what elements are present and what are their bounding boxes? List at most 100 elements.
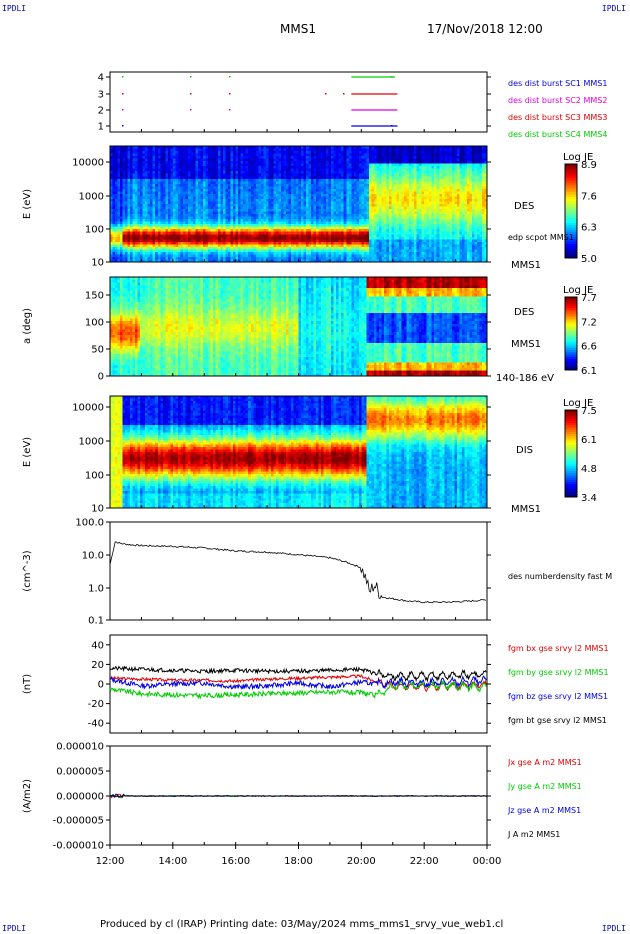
burst-legend-entry: des dist burst SC1 MMS1 — [508, 79, 607, 88]
des-pitch-spectrogram-cells — [110, 277, 488, 377]
dis-energy-colorbar-frame — [564, 409, 578, 498]
bfield-series-line — [109, 675, 487, 691]
des-pitch-tick-label: 50 — [91, 345, 104, 356]
density-tick-label: 100.0 — [75, 518, 104, 529]
burst-panel-tick-label: 4 — [98, 73, 104, 84]
des-pitch-energy-label: 140-186 eV — [496, 373, 554, 384]
burst-dot — [325, 93, 327, 95]
des-energy-colorbar — [565, 164, 577, 259]
bfield-legend-entry: fgm bx gse srvy l2 MMS1 — [508, 644, 609, 653]
time-axis-tick-label: 14:00 — [158, 856, 187, 867]
bfield-legend-entry: fgm by gse srvy l2 MMS1 — [508, 668, 609, 677]
density-tick-label: 10.0 — [82, 551, 104, 562]
des-pitch-tick-label: 100 — [85, 318, 104, 329]
burst-dot — [190, 93, 192, 95]
des-energy-colorbar-frame — [564, 163, 578, 259]
burst-dot — [122, 109, 124, 111]
corner-label-top-left: IPDLI — [2, 4, 27, 13]
burst-dot — [391, 125, 393, 127]
des-energy-colorbar-title: Log JE — [563, 152, 593, 163]
dis-energy-tick-label: 10 — [91, 504, 104, 515]
dis-energy-ylabel: E (eV) — [22, 437, 33, 467]
current-series-line — [109, 793, 487, 798]
des-pitch-tick-label: 150 — [85, 291, 104, 302]
burst-dot — [391, 76, 393, 78]
burst-panel-tick-label: 2 — [98, 106, 104, 117]
dis-energy-colorbar-tick-label: 3.4 — [581, 493, 597, 504]
burst-dot — [229, 93, 231, 95]
current-tick-label: -0.000010 — [53, 841, 104, 852]
time-axis-tick-label: 20:00 — [347, 856, 376, 867]
density-legend-entry: des numberdensity fast M — [508, 572, 612, 581]
footer-text: Produced by cl (IRAP) Printing date: 03/… — [100, 919, 504, 930]
scpot-label: edp scpot MMS1 — [508, 233, 574, 242]
burst-dot — [122, 93, 124, 95]
time-axis-tick-label: 00:00 — [473, 856, 502, 867]
dis-energy-colorbar-tick-label: 7.5 — [581, 406, 597, 417]
current-tick-label: -0.000005 — [53, 816, 104, 827]
time-axis-tick-label: 16:00 — [221, 856, 250, 867]
des-pitch-colorbar-tick-label: 7.2 — [581, 317, 597, 328]
dis-energy-tick-label: 100 — [85, 471, 104, 482]
dis-energy-colorbar-tick-label: 4.8 — [581, 464, 597, 475]
des-energy-tick-label: 1000 — [79, 192, 104, 203]
burst-dot — [122, 125, 124, 127]
density-series-line — [109, 541, 487, 604]
bfield-series-line — [109, 680, 487, 700]
dis-energy-colorbar — [565, 410, 577, 498]
des-pitch-colorbar-tick-label: 7.7 — [581, 293, 597, 304]
des-energy-spectrogram-cells — [110, 146, 488, 263]
density-frame — [109, 521, 488, 621]
des-energy-spacecraft-label: MMS1 — [511, 260, 541, 271]
burst-dot — [190, 109, 192, 111]
density-tick-label: 1.0 — [88, 584, 104, 595]
dis-energy-spacecraft-label: MMS1 — [511, 504, 541, 515]
bfield-ylabel: (nT) — [22, 674, 33, 694]
time-axis-tick-label: 18:00 — [284, 856, 313, 867]
des-pitch-colorbar-frame — [564, 296, 578, 371]
current-legend-entry: Jz gse A m2 MMS1 — [507, 806, 581, 815]
burst-panel-tick-label: 1 — [98, 122, 104, 133]
burst-panel-tick-label: 3 — [98, 90, 104, 101]
des-pitch-ylabel: a (deg) — [22, 308, 33, 344]
time-axis-tick-label: 22:00 — [410, 856, 439, 867]
time-axis-tick-label: 12:00 — [96, 856, 125, 867]
burst-dot — [122, 76, 124, 78]
des-energy-tick-label: 100 — [85, 225, 104, 236]
current-legend-entry: J A m2 MMS1 — [507, 830, 560, 839]
des-energy-colorbar-tick-label: 7.6 — [581, 191, 597, 202]
des-energy-colorbar-tick-label: 6.3 — [581, 223, 597, 234]
des-pitch-colorbar-tick-label: 6.1 — [581, 366, 597, 377]
burst-legend-entry: des dist burst SC3 MMS3 — [508, 113, 607, 122]
dis-energy-tick-label: 1000 — [79, 437, 104, 448]
burst-dot — [190, 76, 192, 78]
bfield-tick-label: -20 — [88, 699, 104, 710]
des-pitch-tick-label: 0 — [98, 372, 104, 383]
des-energy-ylabel: E (eV) — [22, 189, 33, 219]
des-energy-colorbar-tick-label: 8.9 — [581, 160, 597, 171]
burst-legend-entry: des dist burst SC2 MMS2 — [508, 96, 607, 105]
des-pitch-colorbar-title: Log JE — [563, 285, 593, 296]
density-tick-label: 0.1 — [88, 616, 104, 627]
bfield-tick-label: 20 — [91, 660, 104, 671]
bfield-tick-label: 0 — [98, 680, 104, 691]
bfield-legend-entry: fgm bt gse srvy l2 MMS1 — [508, 716, 607, 725]
burst-dot — [229, 76, 231, 78]
dis-energy-spectrogram-cells — [110, 396, 488, 509]
current-legend-entry: Jy gse A m2 MMS1 — [507, 782, 582, 791]
current-tick-label: 0.000005 — [56, 767, 104, 778]
current-legend-entry: Jx gse A m2 MMS1 — [507, 758, 582, 767]
des-pitch-colorbar-tick-label: 6.6 — [581, 342, 597, 353]
des-energy-side-label: DES — [514, 201, 534, 212]
des-energy-colorbar-tick-label: 5.0 — [581, 254, 597, 265]
spacecraft-title: MMS1 — [280, 22, 316, 36]
burst-dot — [343, 93, 345, 95]
density-ylabel: (cm^-3) — [22, 550, 33, 591]
des-pitch-side-label: DES — [514, 307, 534, 318]
bfield-series-line — [109, 665, 487, 683]
dis-energy-side-label: DIS — [516, 445, 533, 456]
des-energy-tick-label: 10000 — [72, 158, 104, 169]
current-tick-label: 0.000000 — [56, 792, 104, 803]
corner-label-top-right: IPDLI — [601, 4, 626, 13]
